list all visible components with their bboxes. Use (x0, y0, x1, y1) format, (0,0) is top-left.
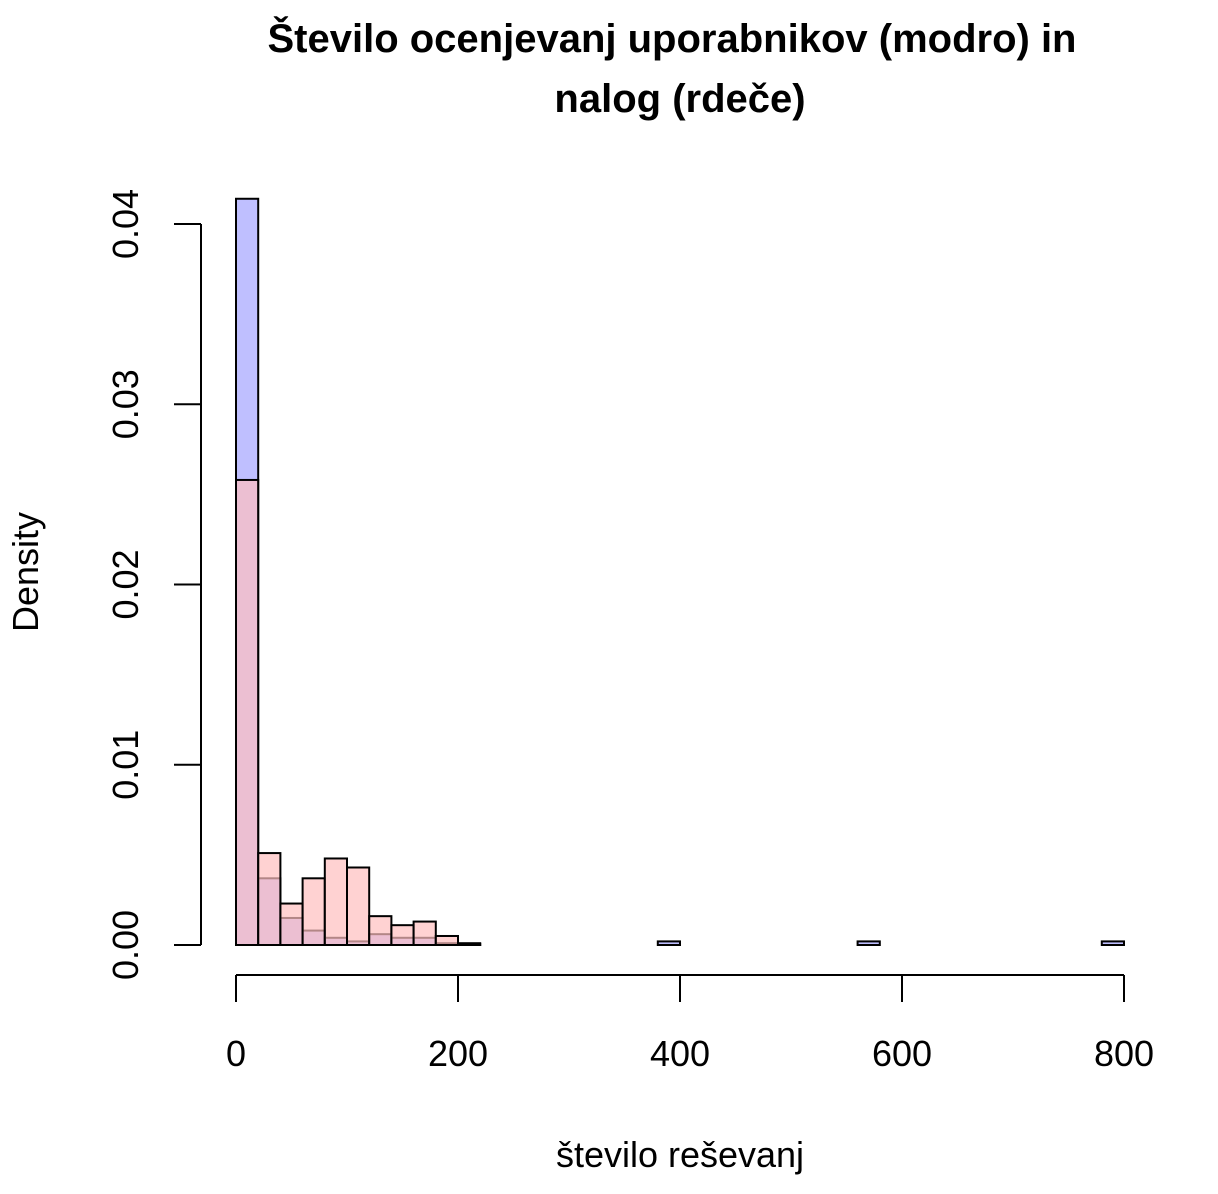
y-tick-label: 0.04 (105, 189, 146, 259)
red-histogram-bar (301, 877, 326, 946)
x-tick-label: 200 (428, 1033, 488, 1074)
red-histogram-bar (257, 852, 282, 947)
blue-histogram-bar (656, 940, 681, 947)
x-tick-label: 0 (226, 1033, 246, 1074)
red-histogram-bar (368, 915, 393, 946)
red-histogram-bar (457, 942, 482, 947)
x-tick-label: 600 (872, 1033, 932, 1074)
x-tick-label: 400 (650, 1033, 710, 1074)
red-histogram-bar (390, 924, 415, 946)
blue-histogram-bar (856, 940, 881, 947)
red-histogram-bar (323, 857, 348, 946)
y-tick-label: 0.02 (105, 549, 146, 619)
bars-group (235, 197, 1126, 947)
y-axis-label: Density (5, 512, 46, 632)
red-histogram-bar (412, 920, 437, 947)
red-histogram-bar (434, 934, 459, 946)
blue-histogram-bar (1100, 940, 1126, 947)
chart-title-line-1: Število ocenjevanj uporabnikov (modro) i… (267, 15, 1076, 61)
x-ticks-group: 0 200 400 600 800 (226, 975, 1154, 1074)
red-histogram-bar (279, 902, 304, 946)
x-axis-label: število reševanj (556, 1134, 804, 1175)
red-histogram-bar (235, 478, 260, 946)
chart-title-line-2: nalog (rdeče) (554, 77, 805, 121)
y-ticks-group: 0.00 0.01 0.02 0.03 0.04 (105, 189, 201, 980)
red-histogram-bar (346, 866, 371, 946)
y-tick-label: 0.01 (105, 730, 146, 800)
x-tick-label: 800 (1094, 1033, 1154, 1074)
y-tick-label: 0.00 (105, 910, 146, 980)
y-tick-label: 0.03 (105, 369, 146, 439)
